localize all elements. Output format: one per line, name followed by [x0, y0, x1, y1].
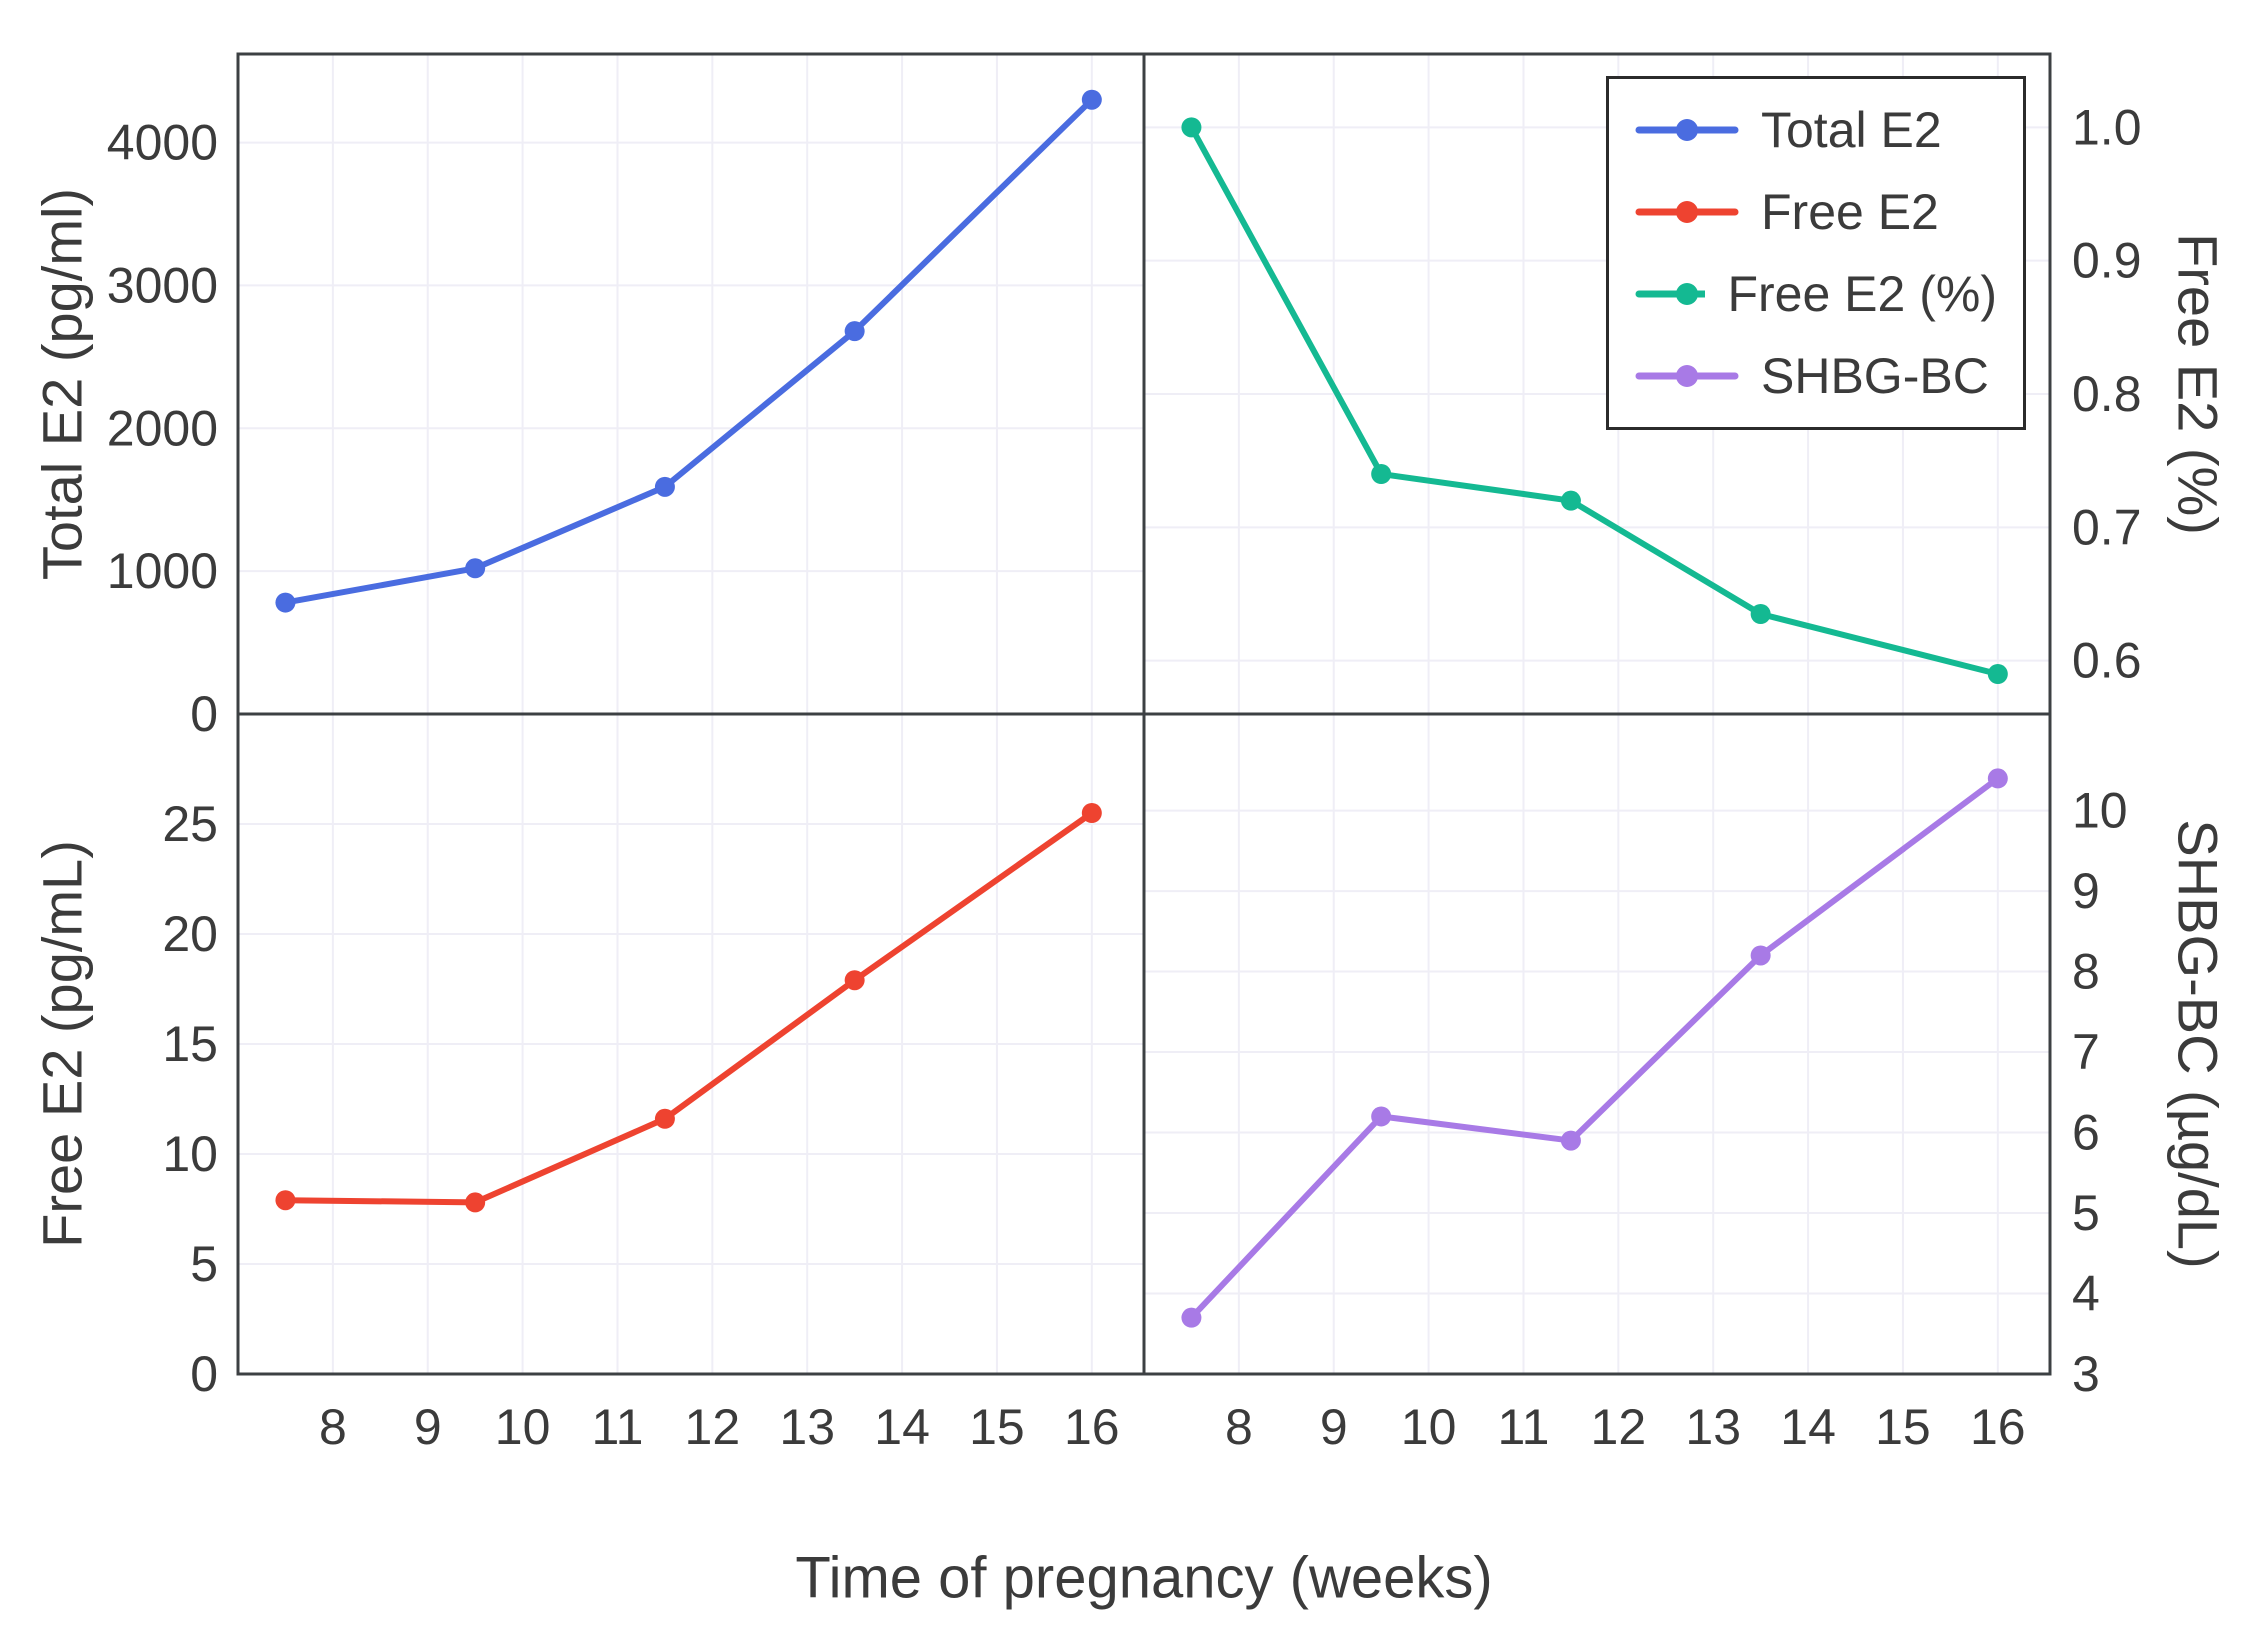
y-tick-label: 9	[2072, 863, 2100, 919]
y-tick-label: 6	[2072, 1105, 2100, 1161]
x-tick-label: 10	[495, 1399, 551, 1455]
legend-line-marker	[1635, 365, 1739, 387]
y-tick-label: 7	[2072, 1024, 2100, 1080]
y-tick-label: 0.6	[2072, 633, 2142, 689]
y-tick-label: 1000	[107, 543, 218, 599]
data-point-free-e2-pct	[1987, 664, 2008, 684]
y-tick-label: 2000	[107, 400, 218, 456]
legend-entry-free-e2: Free E2	[1635, 183, 1997, 241]
data-point-free-e2-pct	[1371, 464, 1392, 484]
legend-line-marker	[1635, 119, 1739, 141]
x-tick-label: 14	[1780, 1399, 1836, 1455]
y-tick-label: 0.8	[2072, 366, 2142, 422]
y-tick-label: 5	[2072, 1185, 2100, 1241]
x-tick-label: 12	[685, 1399, 741, 1455]
data-point-free-e2	[275, 1190, 296, 1211]
data-point-shbg-bc	[1371, 1106, 1392, 1127]
legend-entry-free-e2-pct: Free E2 (%)	[1635, 265, 1997, 323]
panel-free-e2: 0 5 10 15 20 25	[162, 712, 1146, 1402]
data-point-total-e2	[654, 476, 675, 497]
data-point-free-e2	[1081, 803, 1102, 823]
x-axis-label: Time of pregnancy (weeks)	[795, 1545, 1493, 1611]
data-point-free-e2	[654, 1108, 675, 1129]
legend-entry-shbg-bc: SHBG-BC	[1635, 347, 1997, 405]
y-tick-label: 3	[2072, 1346, 2100, 1402]
data-point-total-e2	[465, 558, 486, 579]
data-point-total-e2	[844, 321, 865, 342]
panel-total-e2: 0 1000 2000 3000 4000	[107, 52, 1146, 742]
legend-label: Free E2 (%)	[1727, 266, 1997, 322]
data-point-free-e2-pct	[1750, 604, 1771, 624]
data-point-total-e2	[1081, 89, 1102, 110]
legend: Total E2 Free E2 Free E2 (%) SHBG-BC	[1606, 76, 2026, 430]
legend-line-marker	[1635, 201, 1739, 223]
x-tick-label: 16	[1970, 1399, 2026, 1455]
y-tick-label: 25	[162, 796, 218, 852]
x-tick-label: 11	[592, 1399, 644, 1455]
y-tick-label: 0.9	[2072, 233, 2142, 289]
x-tick-label: 14	[874, 1399, 930, 1455]
x-tick-label: 8	[319, 1399, 347, 1455]
x-tick-label: 8	[1225, 1399, 1253, 1455]
y-tick-label: 10	[162, 1126, 218, 1182]
y-tick-label: 0	[190, 1346, 218, 1402]
y-tick-label: 5	[190, 1236, 218, 1292]
legend-label: Total E2	[1761, 102, 1942, 158]
y-axis-label-shbg-bc: SHBG-BC (µg/dL)	[2166, 819, 2230, 1269]
data-point-shbg-bc	[1560, 1130, 1581, 1151]
data-point-shbg-bc	[1987, 768, 2008, 789]
y-tick-label: 8	[2072, 944, 2100, 1000]
y-tick-label: 0.7	[2072, 499, 2142, 555]
data-point-shbg-bc	[1181, 1307, 1202, 1328]
y-axis-label-free-e2: Free E2 (pg/mL)	[30, 840, 94, 1248]
legend-label: SHBG-BC	[1761, 348, 1989, 404]
y-tick-label: 4000	[107, 115, 218, 171]
data-point-total-e2	[275, 592, 296, 613]
y-tick-label: 20	[162, 906, 218, 962]
x-tick-label: 13	[779, 1399, 835, 1455]
x-tick-label: 12	[1591, 1399, 1647, 1455]
data-point-free-e2	[844, 970, 865, 991]
legend-line-marker	[1635, 283, 1706, 305]
x-tick-label: 11	[1498, 1399, 1550, 1455]
y-axis-label-total-e2: Total E2 (pg/ml)	[30, 187, 94, 581]
legend-label: Free E2	[1761, 184, 1939, 240]
data-point-shbg-bc	[1750, 945, 1771, 966]
y-tick-label: 4	[2072, 1266, 2100, 1322]
x-tick-label: 16	[1064, 1399, 1120, 1455]
x-tick-label: 9	[1320, 1399, 1348, 1455]
data-point-free-e2	[465, 1192, 486, 1213]
y-tick-label: 15	[162, 1016, 218, 1072]
y-axis-label-free-e2-pct: Free E2 (%)	[2166, 233, 2230, 535]
x-tick-label: 15	[969, 1399, 1025, 1455]
panel-shbg-bc: 3 4 5 6 7 8 9 10	[1142, 712, 2128, 1402]
x-tick-label: 13	[1685, 1399, 1741, 1455]
x-tick-label: 15	[1875, 1399, 1931, 1455]
y-tick-label: 0	[190, 686, 218, 742]
legend-entry-total-e2: Total E2	[1635, 101, 1997, 159]
y-tick-label: 3000	[107, 257, 218, 313]
x-tick-label: 9	[414, 1399, 442, 1455]
data-point-free-e2-pct	[1181, 117, 1202, 138]
panel-border	[1142, 712, 2052, 1376]
data-point-free-e2-pct	[1560, 490, 1581, 511]
x-tick-label: 10	[1401, 1399, 1457, 1455]
y-tick-label: 1.0	[2072, 99, 2142, 155]
y-tick-label: 10	[2072, 783, 2128, 839]
